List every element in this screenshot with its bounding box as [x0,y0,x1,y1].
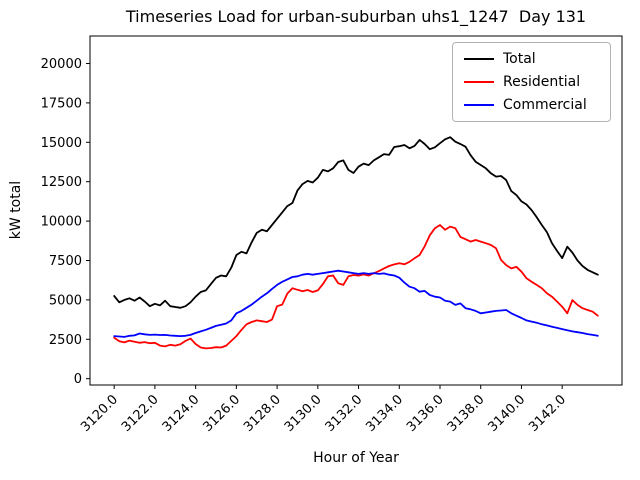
x-tick-label: 3128.0 [241,392,284,435]
legend-line-commercial-icon [464,104,494,106]
y-tick-label: 5000 [49,293,82,308]
x-tick-label: 3132.0 [323,392,366,435]
x-tick-label: 3122.0 [119,392,162,435]
x-tick-label: 3120.0 [78,392,121,435]
legend-item-commercial: Commercial [462,96,601,114]
legend: Total Residential Commercial [452,42,611,122]
y-axis-label: kW total [8,180,24,240]
legend-label-commercial: Commercial [503,97,587,113]
x-tick-label: 3138.0 [445,392,488,435]
legend-label-residential: Residential [503,74,581,90]
y-tick-label: 0 [74,372,82,387]
x-tick-label: 3142.0 [526,392,569,435]
x-tick-label: 3130.0 [282,392,325,435]
series-line-residential [113,224,599,350]
y-tick-label: 20000 [41,57,82,72]
y-tick-label: 12500 [41,175,82,190]
series-line-total [113,136,599,309]
x-tick-label: 3126.0 [200,392,243,435]
y-tick-label: 7500 [49,254,82,269]
x-axis-label: Hour of Year [313,450,399,466]
y-tick-label: 2500 [49,333,82,348]
x-tick-label: 3136.0 [404,392,447,435]
legend-item-residential: Residential [462,73,601,91]
legend-line-total-icon [464,58,494,60]
series-line-commercial [113,269,599,338]
y-tick-label: 10000 [41,215,82,230]
legend-label-total: Total [503,51,536,67]
legend-item-total: Total [462,50,601,68]
chart-title: Timeseries Load for urban-suburban uhs1_… [125,7,587,26]
x-tick-label: 3134.0 [363,392,406,435]
plot-frame [89,35,623,386]
legend-line-residential-icon [464,81,494,83]
y-tick-label: 17500 [41,96,82,111]
x-tick-label: 3124.0 [160,392,203,435]
x-tick-label: 3140.0 [486,392,529,435]
y-tick-label: 15000 [41,136,82,151]
